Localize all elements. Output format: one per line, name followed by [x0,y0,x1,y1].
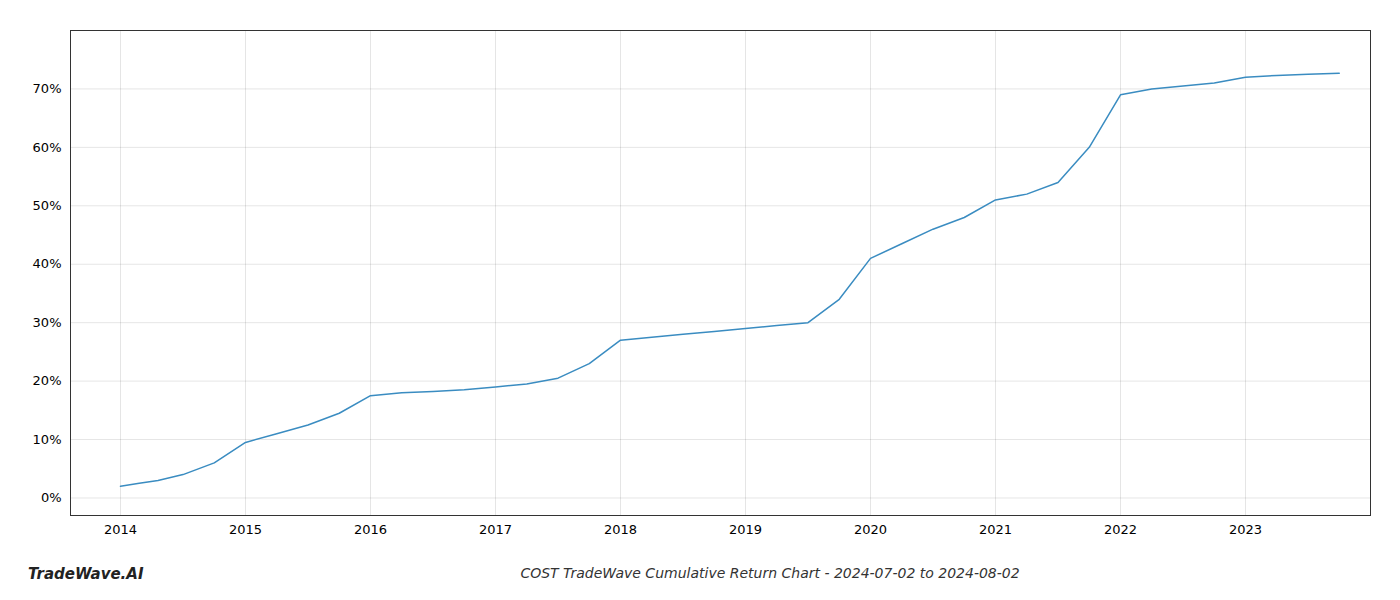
svg-text:40%: 40% [33,256,62,271]
svg-text:50%: 50% [33,198,62,213]
html-text:TradeWave.AI: TradeWave.AI [28,565,144,583]
html-text:COST TradeWave Cumulative Retu: COST TradeWave Cumulative Return Chart -… [520,565,1020,581]
svg-text:2014: 2014 [104,522,137,537]
svg-text:70%: 70% [33,81,62,96]
svg-text:60%: 60% [33,140,62,155]
svg-text:2023: 2023 [1229,522,1262,537]
svg-text:2021: 2021 [979,522,1012,537]
svg-text:2022: 2022 [1104,522,1137,537]
svg-text:0%: 0% [41,490,62,505]
svg-text:2018: 2018 [604,522,637,537]
svg-text:30%: 30% [33,315,62,330]
svg-text:20%: 20% [33,373,62,388]
svg-text:2019: 2019 [729,522,762,537]
svg-text:2016: 2016 [354,522,387,537]
svg-text:2017: 2017 [479,522,512,537]
svg-text:2015: 2015 [229,522,262,537]
svg-text:2020: 2020 [854,522,887,537]
svg-text:10%: 10% [33,432,62,447]
